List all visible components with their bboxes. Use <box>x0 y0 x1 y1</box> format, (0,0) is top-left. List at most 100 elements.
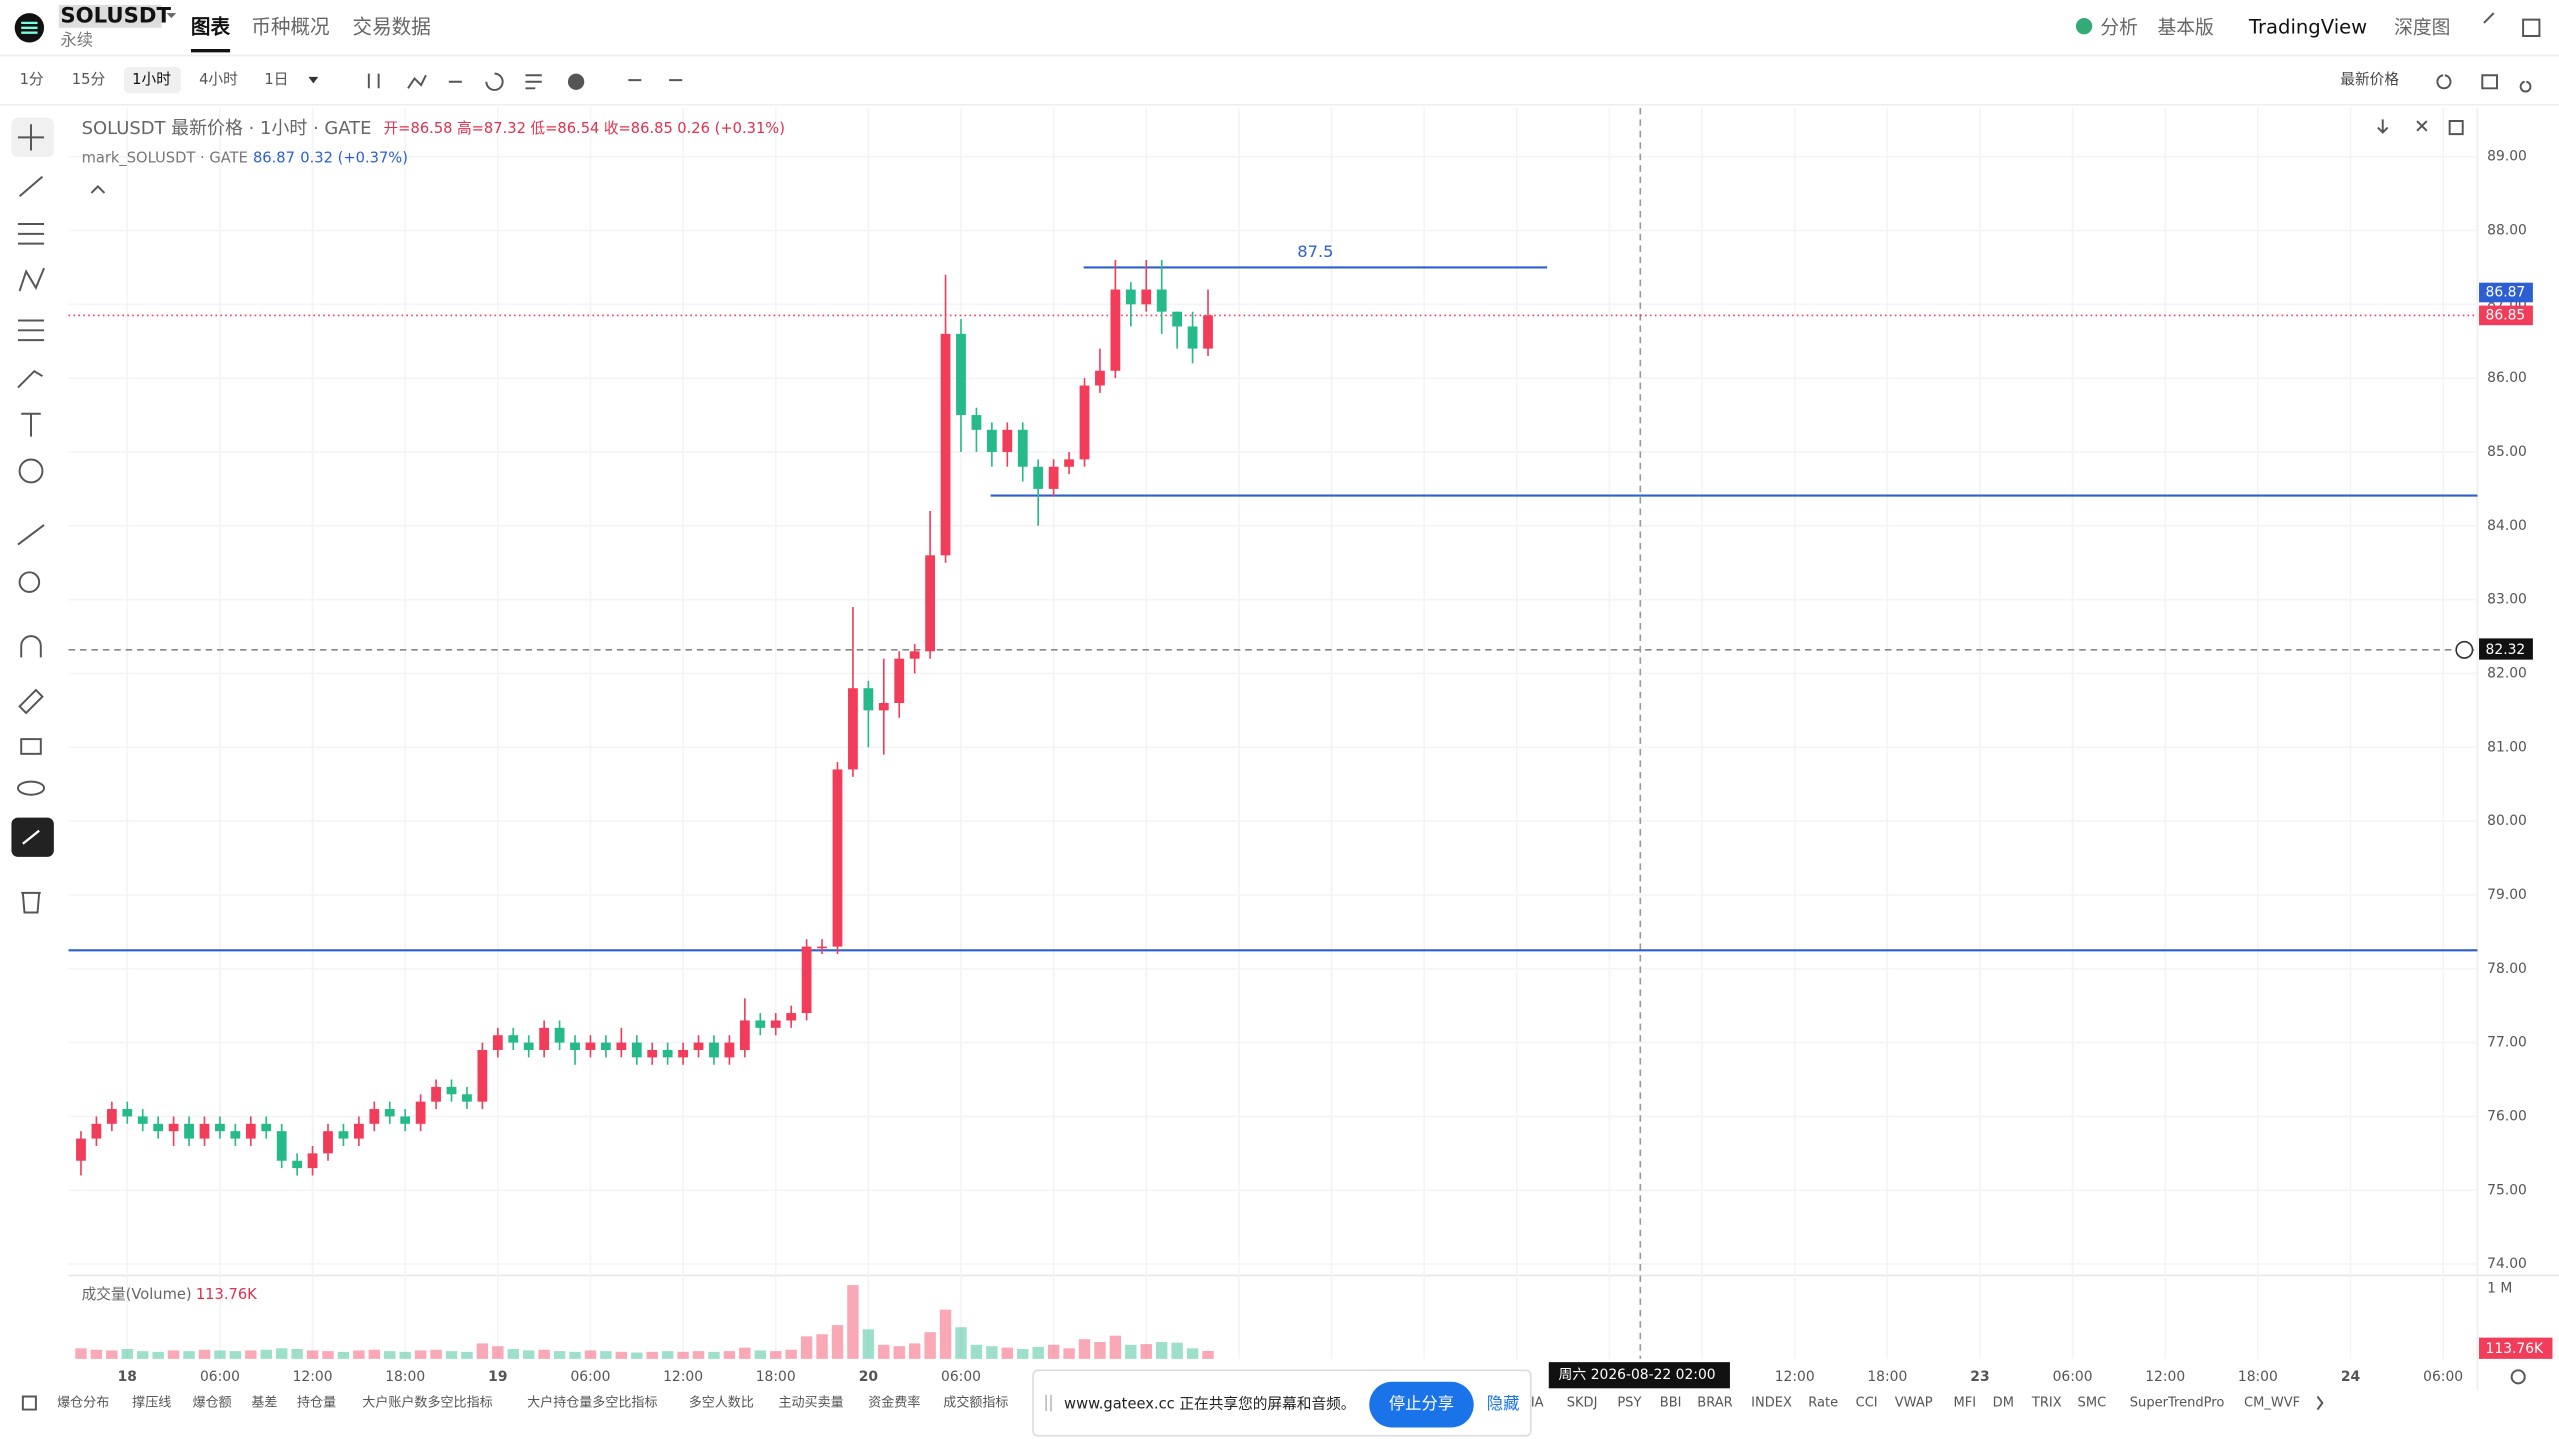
x-tick-label: 06:00 <box>2423 1369 2463 1385</box>
volume-bar <box>229 1351 242 1359</box>
collapse[interactable] <box>90 185 106 194</box>
tool-emoji[interactable] <box>18 458 44 484</box>
candle-body <box>647 1049 658 1058</box>
tool-line[interactable] <box>18 175 44 197</box>
add-alert[interactable] <box>2455 640 2474 659</box>
indicator-tab[interactable]: SuperTrendPro <box>2130 1396 2225 1411</box>
volume-bar <box>214 1350 226 1359</box>
tab[interactable]: 图表 <box>191 15 231 38</box>
tool-zoom[interactable] <box>18 571 41 593</box>
tool-link[interactable] <box>22 829 40 845</box>
indicator-tab[interactable]: 大户账户数多空比指标 <box>362 1395 492 1411</box>
popup-grip <box>1045 1394 1052 1412</box>
footer-icons[interactable] <box>21 1395 2324 1411</box>
symbol-highlight <box>58 4 162 28</box>
indicator-tab[interactable]: 持仓量 <box>297 1396 336 1411</box>
interval[interactable]: 1分 <box>20 71 44 88</box>
candle-body <box>570 1042 580 1050</box>
indicator-tab[interactable]: Rate <box>1808 1396 1838 1411</box>
crosshair-time-bg <box>1548 1362 1730 1389</box>
candle-body <box>986 429 997 452</box>
candle-body <box>1172 311 1183 327</box>
tool-pattern[interactable] <box>18 267 45 292</box>
indicator-tab[interactable]: PSY <box>1617 1396 1641 1411</box>
tab[interactable]: 交易数据 <box>353 15 431 38</box>
stop-share[interactable]: 停止分享 <box>1389 1394 1454 1413</box>
volume-bar <box>939 1309 952 1359</box>
indicator-tab[interactable]: DM <box>1993 1396 2014 1411</box>
indicator-tab[interactable]: INDEX <box>1751 1396 1792 1411</box>
indicator-tab[interactable]: MFI <box>1954 1396 1977 1411</box>
tool-brush[interactable] <box>17 369 43 389</box>
tool-pencil-lock[interactable] <box>18 688 44 715</box>
tool-fib[interactable] <box>17 319 45 342</box>
candle-body <box>168 1123 179 1132</box>
header-link[interactable]: 分析 <box>2100 16 2138 38</box>
x-tick-label: 19 <box>488 1369 507 1385</box>
tool-lines[interactable] <box>17 223 45 245</box>
indicator-tab[interactable]: SKDJ <box>1567 1396 1598 1411</box>
indicator-tab[interactable]: 大户持仓量多空比指标 <box>527 1395 657 1411</box>
volume-bar <box>569 1351 581 1359</box>
indicator-tab[interactable]: SMC <box>2078 1396 2107 1411</box>
legend-mark: mark_SOLUSDT · GATE <box>82 150 248 167</box>
tool-trash[interactable] <box>21 891 41 914</box>
volume-bar <box>631 1352 643 1359</box>
indicator-tab[interactable]: 资金费率 <box>868 1395 920 1411</box>
indicator-tab[interactable]: 爆仓分布 <box>57 1396 109 1411</box>
tool-ruler[interactable] <box>17 524 45 546</box>
indicator-tab[interactable]: 基差 <box>251 1396 277 1411</box>
indicator-tab[interactable]: 主动买卖量 <box>778 1396 843 1411</box>
candle-body <box>848 688 858 770</box>
volume-axis-label: 113.76K <box>2486 1341 2544 1357</box>
interval[interactable]: 15分 <box>72 71 106 88</box>
settings[interactable] <box>2510 1369 2526 1385</box>
symbol[interactable]: SOLUSDT <box>60 3 171 28</box>
pane-controls[interactable] <box>2377 119 2464 136</box>
hide-link[interactable]: 隐藏 <box>1487 1394 1520 1413</box>
candle-body <box>909 651 920 659</box>
indicator-tab[interactable]: CCI <box>1856 1396 1878 1411</box>
indicator-tab[interactable]: TRIX <box>2031 1396 2062 1411</box>
last-price-label: 86.85 <box>2486 307 2526 323</box>
volume-bar <box>924 1332 936 1359</box>
volume-bar <box>862 1329 875 1359</box>
indicator-tab[interactable]: BBI <box>1660 1396 1682 1411</box>
indicator-tab[interactable]: IA <box>1531 1396 1544 1411</box>
indicator-tab[interactable]: 成交额指标 <box>943 1395 1008 1411</box>
header-icons[interactable] <box>2436 12 2541 93</box>
tool-text[interactable] <box>21 412 41 437</box>
tool-eye[interactable] <box>16 780 46 796</box>
volume-bar <box>893 1346 905 1359</box>
volume-bar <box>1109 1335 1122 1359</box>
tool-lock[interactable] <box>20 738 42 755</box>
y-tick-label: 82.00 <box>2487 665 2527 681</box>
chart-tools[interactable] <box>367 72 683 91</box>
indicator-tab[interactable]: 多空人数比 <box>689 1395 754 1411</box>
stop-share-btn[interactable] <box>1369 1381 1474 1428</box>
header-link[interactable]: TradingView <box>2248 15 2367 38</box>
dropdown[interactable] <box>308 76 319 84</box>
tool-magnet[interactable] <box>20 635 42 658</box>
header-link[interactable]: 深度图 <box>2394 16 2450 38</box>
y-tick-label: 77.00 <box>2487 1035 2527 1051</box>
left-tools <box>11 117 54 914</box>
price-mode[interactable]: 最新价格 <box>2340 71 2399 88</box>
volume-bar <box>1063 1348 1075 1359</box>
indicator-tab[interactable]: 爆仓额 <box>193 1396 232 1411</box>
indicator-tab[interactable]: BRAR <box>1697 1396 1732 1411</box>
indicator-tab[interactable]: 撑压线 <box>132 1396 171 1411</box>
header-link[interactable]: 基本版 <box>2158 16 2214 38</box>
volume-bar <box>908 1343 921 1359</box>
interval[interactable]: 1小时 <box>132 71 171 88</box>
interval[interactable]: 4小时 <box>199 71 238 88</box>
tool-crosshair[interactable] <box>17 124 45 151</box>
add-indicator[interactable] <box>567 73 585 90</box>
legend-ohlc: 开=86.58 <box>384 120 453 137</box>
interval[interactable]: 1日 <box>264 71 288 88</box>
indicator-tab[interactable]: VWAP <box>1895 1396 1933 1411</box>
y-tick-label: 74.00 <box>2487 1256 2527 1272</box>
indicator-tab[interactable]: CM_WVF <box>2244 1396 2300 1411</box>
tab[interactable]: 币种概况 <box>251 15 329 38</box>
